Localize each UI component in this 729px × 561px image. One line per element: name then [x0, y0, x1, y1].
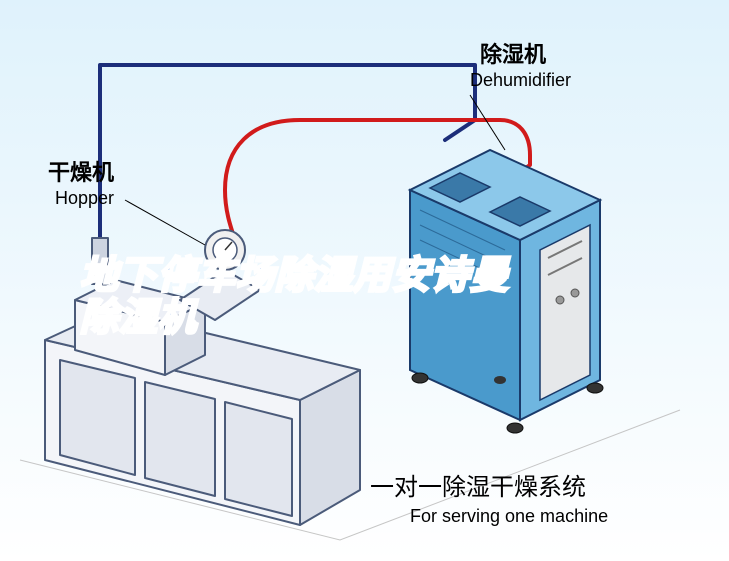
overlay-line-1: 地下停车场除湿用安诗曼 — [80, 256, 509, 298]
svg-text:除湿机: 除湿机 — [480, 42, 546, 67]
stage: 除湿机 Dehumidifier 干燥机 Hopper 一对一除湿干燥系统 Fo… — [0, 0, 729, 561]
overlay-line-2: 除湿机 — [80, 298, 197, 340]
svg-text:Hopper: Hopper — [55, 188, 114, 208]
svg-text:一对一除湿干燥系统: 一对一除湿干燥系统 — [370, 474, 586, 501]
svg-text:For serving one machine: For serving one machine — [410, 506, 608, 526]
svg-text:Dehumidifier: Dehumidifier — [470, 70, 571, 90]
svg-text:干燥机: 干燥机 — [48, 160, 114, 185]
